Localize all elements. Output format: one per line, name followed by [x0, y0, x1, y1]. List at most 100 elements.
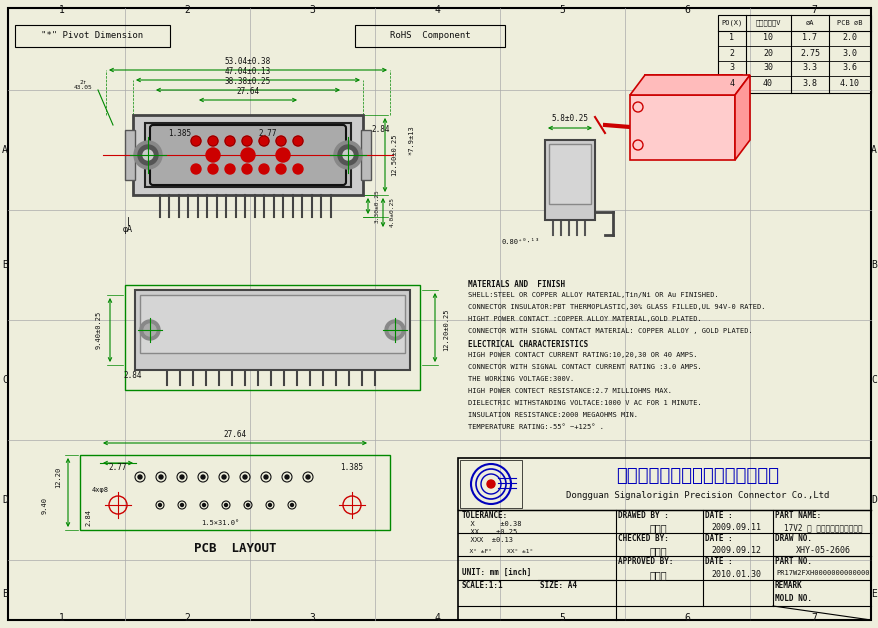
Text: D: D	[870, 495, 876, 505]
Text: PCB  LAYOUT: PCB LAYOUT	[193, 541, 276, 555]
Text: 5: 5	[558, 5, 565, 15]
Text: SCALE:1:1: SCALE:1:1	[462, 581, 503, 590]
Bar	[355, 25, 505, 47]
Text: D: D	[2, 495, 8, 505]
Circle shape	[225, 136, 234, 146]
Text: 桐山超: 桐山超	[649, 570, 666, 580]
Text: XX    ±0.25: XX ±0.25	[462, 529, 516, 535]
Text: 5.8±0.25: 5.8±0.25	[551, 114, 588, 123]
Text: 杨冬梅: 杨冬梅	[649, 523, 666, 533]
Text: 2.0: 2.0	[841, 33, 857, 43]
FancyBboxPatch shape	[150, 125, 346, 185]
Text: *7.9±13: *7.9±13	[407, 125, 414, 155]
Text: PART NAME:: PART NAME:	[774, 511, 820, 520]
Circle shape	[143, 150, 153, 160]
Bar	[457, 458, 870, 620]
Text: ELECTRICAL CHARACTERISTICS: ELECTRICAL CHARACTERISTICS	[467, 340, 587, 349]
Text: 17V2 型 电流高婆板式传统联合: 17V2 型 电流高婆板式传统联合	[783, 523, 861, 532]
Text: 2: 2	[184, 613, 190, 623]
Text: 东菞市迅飙原精密连接器有限公司: 东菞市迅飙原精密连接器有限公司	[615, 467, 779, 485]
Text: 0.80⁺⁰·¹³: 0.80⁺⁰·¹³	[501, 239, 539, 245]
Text: 9.40: 9.40	[42, 497, 48, 514]
Text: SIZE: A4: SIZE: A4	[539, 581, 576, 590]
Circle shape	[486, 480, 494, 488]
Text: 10: 10	[762, 33, 772, 43]
Text: 12.20±0.25: 12.20±0.25	[443, 309, 449, 351]
Text: 3: 3	[309, 613, 314, 623]
Circle shape	[144, 324, 155, 336]
Text: 4xφ8: 4xφ8	[92, 487, 109, 493]
Circle shape	[202, 504, 205, 507]
Text: 27.64: 27.64	[223, 430, 247, 439]
Circle shape	[276, 136, 285, 146]
Circle shape	[138, 145, 158, 165]
Text: PO(X): PO(X)	[721, 19, 742, 26]
Text: 3.3: 3.3	[802, 63, 817, 72]
Circle shape	[138, 475, 142, 479]
Text: 3: 3	[309, 5, 314, 15]
Text: XXX  ±0.13: XXX ±0.13	[462, 537, 513, 543]
Text: 5: 5	[558, 613, 565, 623]
Text: 53.04±0.38: 53.04±0.38	[225, 57, 270, 66]
Text: 1: 1	[59, 5, 65, 15]
Circle shape	[290, 504, 293, 507]
Text: 27.64: 27.64	[236, 87, 259, 96]
Bar	[140, 295, 405, 353]
Text: 1: 1	[59, 613, 65, 623]
Text: HIGH POWER CONTECT RESISTANCE:2.7 MILLIOHMS MAX.: HIGH POWER CONTECT RESISTANCE:2.7 MILLIO…	[467, 388, 672, 394]
Circle shape	[385, 320, 405, 340]
Text: 2↑
43.05: 2↑ 43.05	[74, 80, 92, 90]
Circle shape	[342, 150, 353, 160]
Text: CONNECTOR INSULATOR:PBT THERMOPLASTIC,30% GLASS FILLED,UL 94V-0 RATED.: CONNECTOR INSULATOR:PBT THERMOPLASTIC,30…	[467, 304, 765, 310]
Circle shape	[201, 475, 205, 479]
Text: A: A	[2, 145, 8, 155]
Text: A: A	[870, 145, 876, 155]
Circle shape	[225, 164, 234, 174]
Text: B: B	[870, 260, 876, 270]
Circle shape	[191, 164, 201, 174]
Text: 2009.09.12: 2009.09.12	[710, 546, 760, 555]
Text: CONNECTOR WITH SIGNAL CONTACT CURRENT RATING :3.0 AMPS.: CONNECTOR WITH SIGNAL CONTACT CURRENT RA…	[467, 364, 701, 370]
Text: 6: 6	[683, 613, 689, 623]
Text: DATE :: DATE :	[704, 557, 732, 566]
Text: 2.77: 2.77	[258, 129, 277, 138]
Text: APPROVED BY:: APPROVED BY:	[617, 557, 673, 566]
Bar	[717, 15, 870, 93]
Text: DRAWED BY :: DRAWED BY :	[617, 511, 668, 520]
Text: 1.385: 1.385	[168, 129, 191, 138]
Text: 3: 3	[729, 63, 734, 72]
Bar	[459, 460, 522, 508]
Text: 12.50±0.25: 12.50±0.25	[391, 134, 397, 176]
Text: 20: 20	[762, 48, 772, 58]
Text: PART NO.: PART NO.	[774, 557, 811, 566]
Circle shape	[389, 324, 400, 336]
Text: DATE :: DATE :	[704, 534, 732, 543]
Text: 2: 2	[729, 48, 734, 58]
Text: 38.38±0.25: 38.38±0.25	[225, 77, 270, 86]
Circle shape	[205, 148, 220, 162]
Text: 3.6: 3.6	[841, 63, 857, 72]
Text: 4.10: 4.10	[839, 78, 859, 87]
Text: 47.04±0.13: 47.04±0.13	[225, 67, 270, 76]
Text: 电流额定山V: 电流额定山V	[754, 19, 780, 26]
Bar	[125, 130, 135, 180]
Circle shape	[242, 475, 247, 479]
Circle shape	[276, 148, 290, 162]
Text: 7: 7	[810, 5, 816, 15]
Text: PR17W2FXH0000000000000: PR17W2FXH0000000000000	[775, 570, 868, 576]
Circle shape	[292, 136, 303, 146]
Text: DATE :: DATE :	[704, 511, 732, 520]
Circle shape	[241, 148, 255, 162]
Circle shape	[241, 164, 252, 174]
Text: X° ±F°    XX° ±1°: X° ±F° XX° ±1°	[462, 549, 533, 554]
Text: XHY-05-2606: XHY-05-2606	[795, 546, 850, 555]
Circle shape	[133, 141, 162, 169]
Text: 4: 4	[434, 5, 439, 15]
Bar	[549, 144, 590, 204]
Text: DIELECTRIC WITHSTANDING VOLTACE:1000 V AC FOR 1 MINUTE.: DIELECTRIC WITHSTANDING VOLTACE:1000 V A…	[467, 400, 701, 406]
Text: X      ±0.38: X ±0.38	[462, 521, 521, 527]
Bar	[145, 123, 350, 187]
Bar	[125, 285, 420, 390]
Circle shape	[180, 504, 184, 507]
Text: 4.0±0.25: 4.0±0.25	[390, 197, 394, 227]
